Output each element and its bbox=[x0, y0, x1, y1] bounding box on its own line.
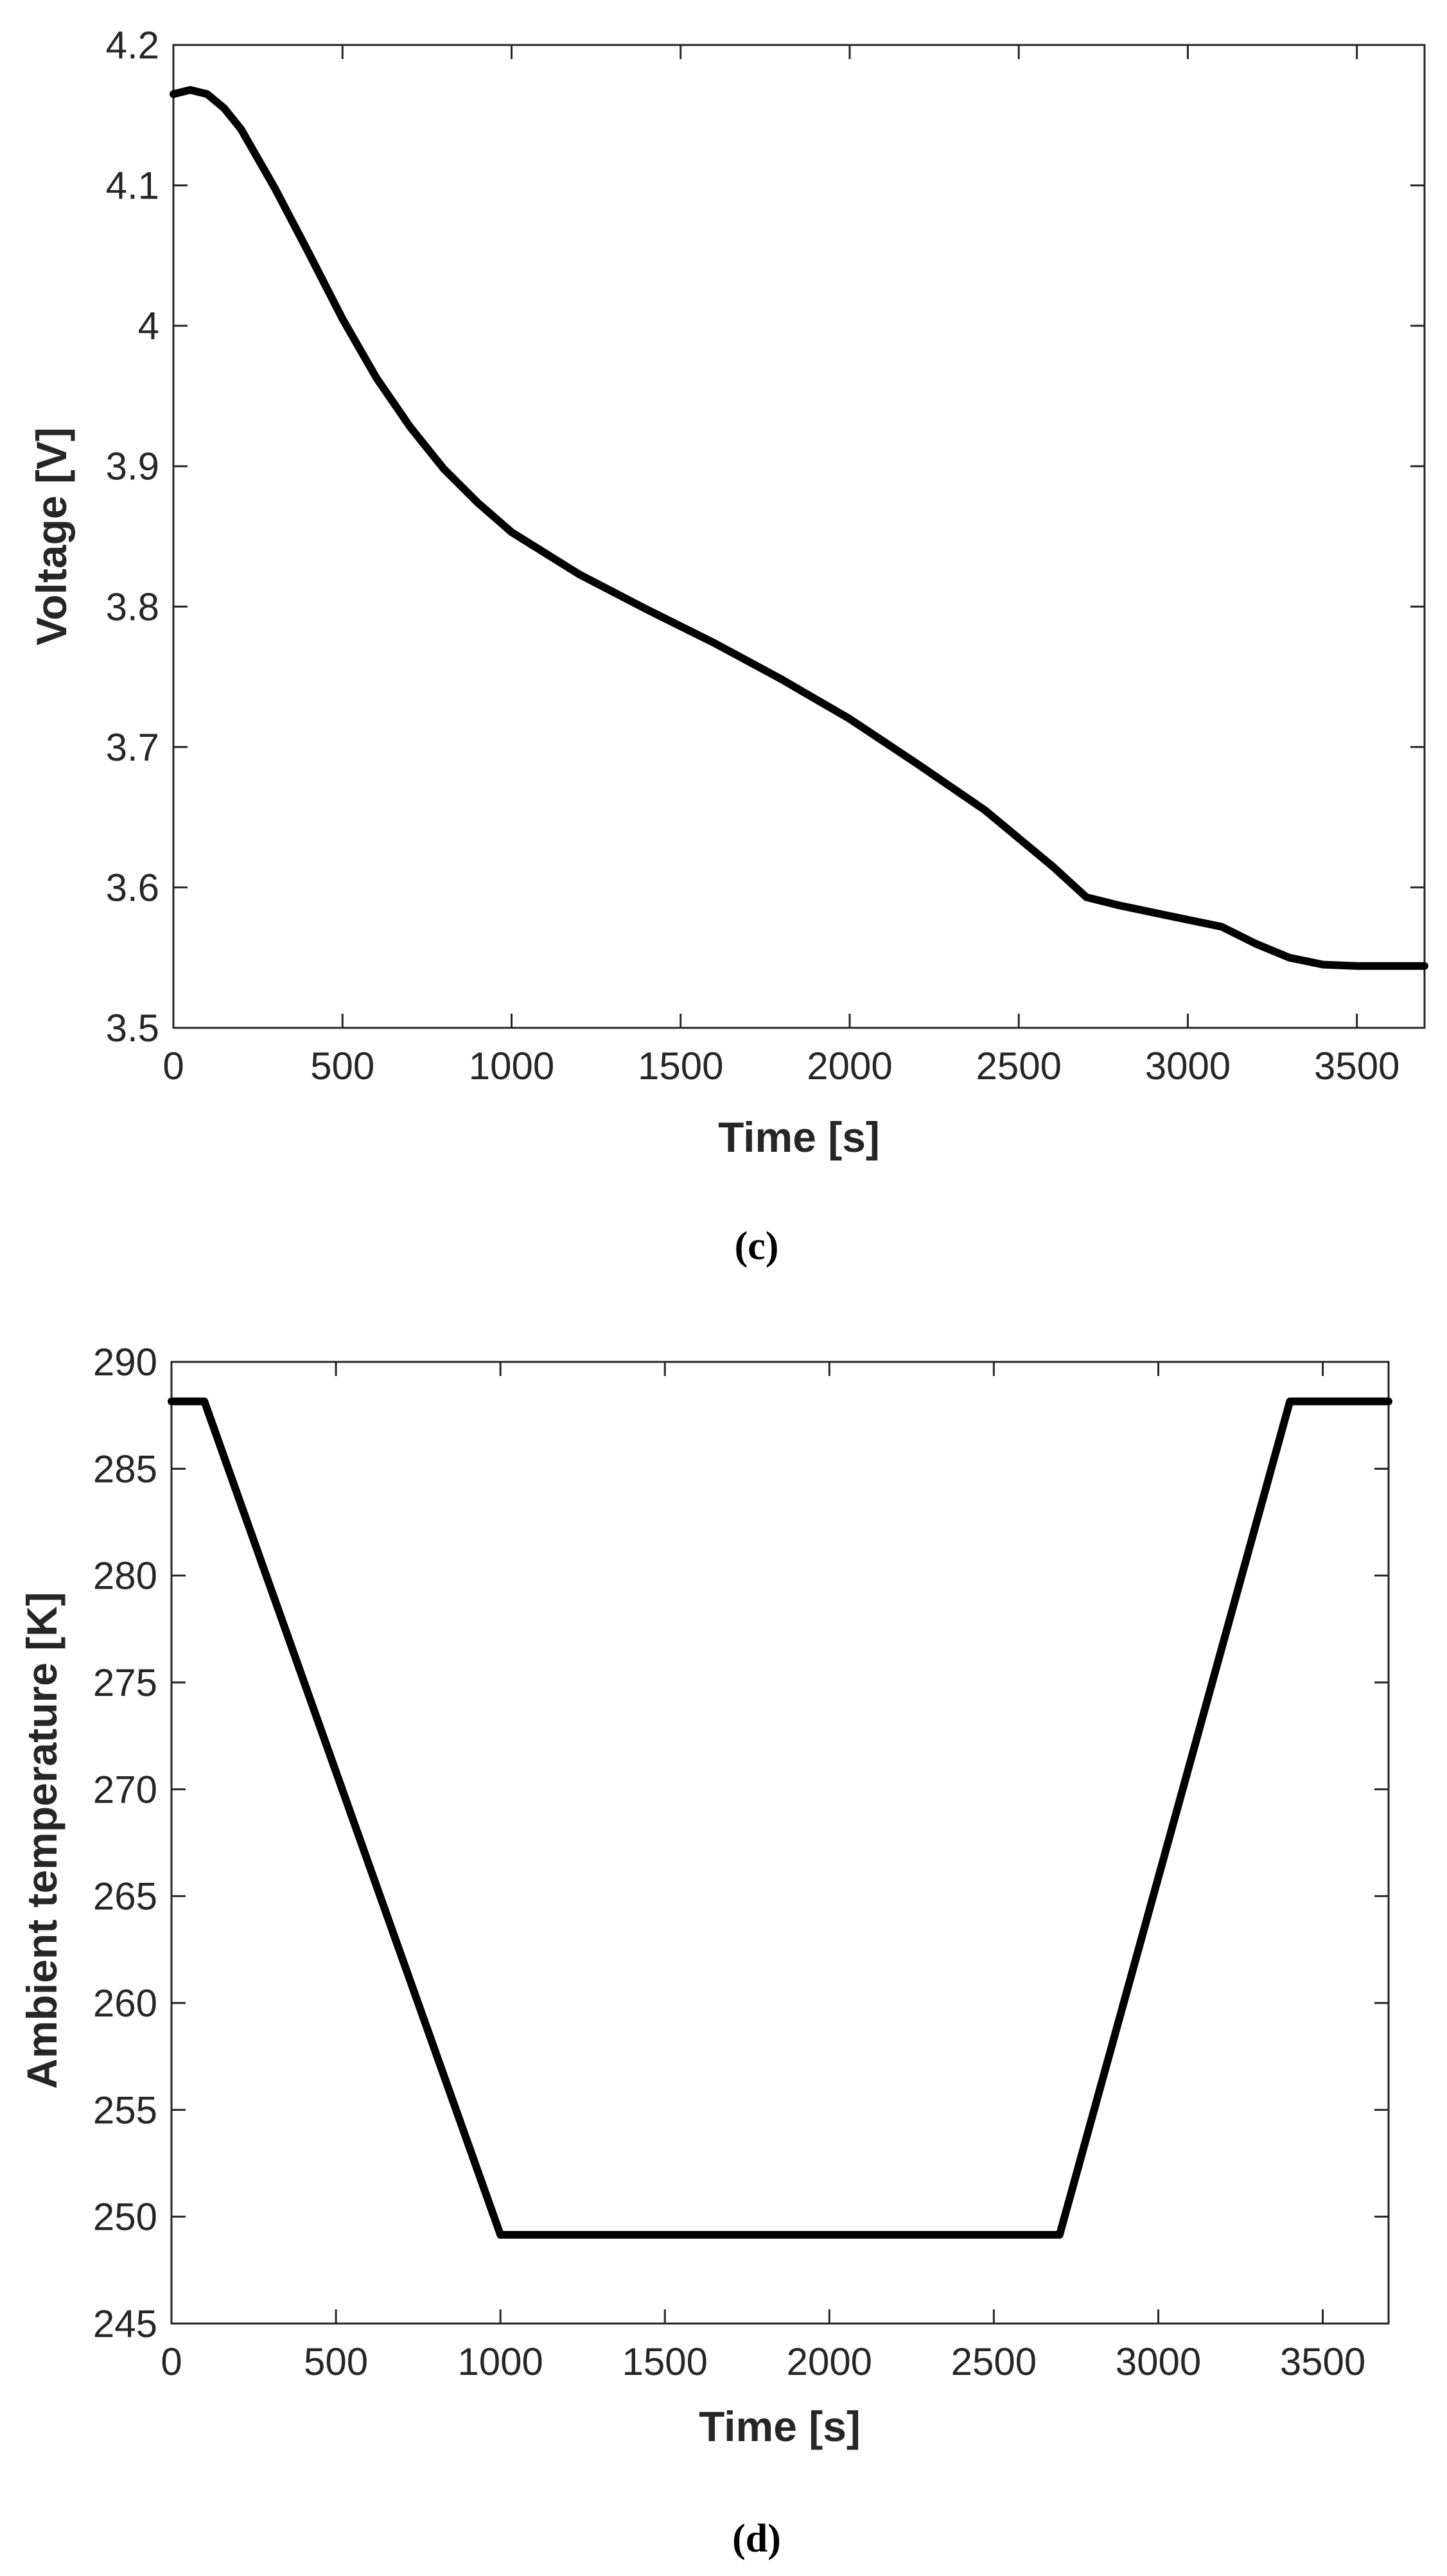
voltage-y-tick-label: 3.5 bbox=[106, 1007, 159, 1050]
temperature-series-line bbox=[168, 1397, 1392, 2239]
voltage-x-tick-label: 1000 bbox=[469, 1045, 554, 1088]
voltage-y-tick-label: 4 bbox=[138, 304, 159, 348]
temperature-x-tick-label: 500 bbox=[304, 2340, 368, 2383]
temperature-tick-labels: 0 500 1000 1500 2000 2500 3000 3500 245 250 255 260… bbox=[93, 1341, 1365, 2383]
voltage-x-tick-label: 0 bbox=[162, 1045, 184, 1088]
temperature-chart: 0 500 1000 1500 2000 2500 3000 3500 245 250 255 260… bbox=[18, 1341, 1392, 2561]
voltage-y-tick-label: 3.6 bbox=[106, 866, 159, 909]
voltage-plot-frame bbox=[172, 44, 1426, 1029]
temperature-y-tick-label: 280 bbox=[93, 1555, 157, 1598]
temperature-x-tick-label: 3500 bbox=[1280, 2340, 1365, 2383]
temperature-y-tick-label: 275 bbox=[93, 1661, 157, 1704]
temperature-x-axis-label: Time [s] bbox=[699, 2403, 861, 2450]
temperature-y-tick-label: 290 bbox=[93, 1341, 157, 1384]
voltage-ticks bbox=[172, 44, 1425, 1029]
temperature-y-tick-label: 245 bbox=[93, 2302, 157, 2345]
voltage-x-tick-label: 2500 bbox=[976, 1045, 1061, 1088]
temperature-y-tick-label: 250 bbox=[93, 2196, 157, 2239]
voltage-x-tick-label: 2000 bbox=[807, 1045, 892, 1088]
voltage-tick-labels: 0 500 1000 1500 2000 2500 3000 3500 3.5 3.6 3.7 3.8… bbox=[106, 24, 1400, 1088]
temperature-x-tick-label: 1500 bbox=[622, 2340, 708, 2383]
temperature-y-tick-label: 260 bbox=[93, 1982, 157, 2025]
temperature-x-tick-label: 2500 bbox=[951, 2340, 1037, 2383]
voltage-y-tick-label: 4.1 bbox=[106, 164, 159, 207]
voltage-x-tick-label: 1500 bbox=[638, 1045, 723, 1088]
voltage-x-tick-label: 3500 bbox=[1314, 1045, 1399, 1088]
voltage-x-axis-label: Time [s] bbox=[718, 1113, 880, 1161]
voltage-y-tick-label: 3.7 bbox=[106, 726, 159, 769]
temperature-y-axis-label: Ambient temperature [K] bbox=[18, 1592, 66, 2089]
voltage-panel-caption: (c) bbox=[735, 1224, 779, 1268]
voltage-y-tick-label: 4.2 bbox=[106, 24, 159, 67]
temperature-y-tick-label: 285 bbox=[93, 1447, 157, 1490]
temperature-y-tick-label: 255 bbox=[93, 2088, 157, 2131]
voltage-x-tick-label: 500 bbox=[310, 1045, 374, 1088]
temperature-plot-frame bbox=[170, 1361, 1390, 2325]
voltage-y-axis-label: Voltage [V] bbox=[28, 427, 75, 646]
temperature-x-tick-label: 0 bbox=[161, 2340, 182, 2383]
voltage-x-tick-label: 3000 bbox=[1145, 1045, 1231, 1088]
temperature-y-tick-label: 265 bbox=[93, 1875, 157, 1918]
voltage-series-line bbox=[170, 85, 1428, 970]
voltage-chart: 0 500 1000 1500 2000 2500 3000 3500 3.5 3.6 3.7 3.8… bbox=[28, 24, 1428, 1268]
temperature-panel-caption: (d) bbox=[732, 2517, 781, 2561]
temperature-x-tick-label: 3000 bbox=[1116, 2340, 1201, 2383]
voltage-y-tick-label: 3.8 bbox=[106, 585, 159, 628]
voltage-y-tick-label: 3.9 bbox=[106, 445, 159, 488]
temperature-ticks bbox=[170, 1361, 1389, 2325]
temperature-x-tick-label: 2000 bbox=[787, 2340, 872, 2383]
temperature-y-tick-label: 270 bbox=[93, 1768, 157, 1811]
temperature-x-tick-label: 1000 bbox=[457, 2340, 543, 2383]
